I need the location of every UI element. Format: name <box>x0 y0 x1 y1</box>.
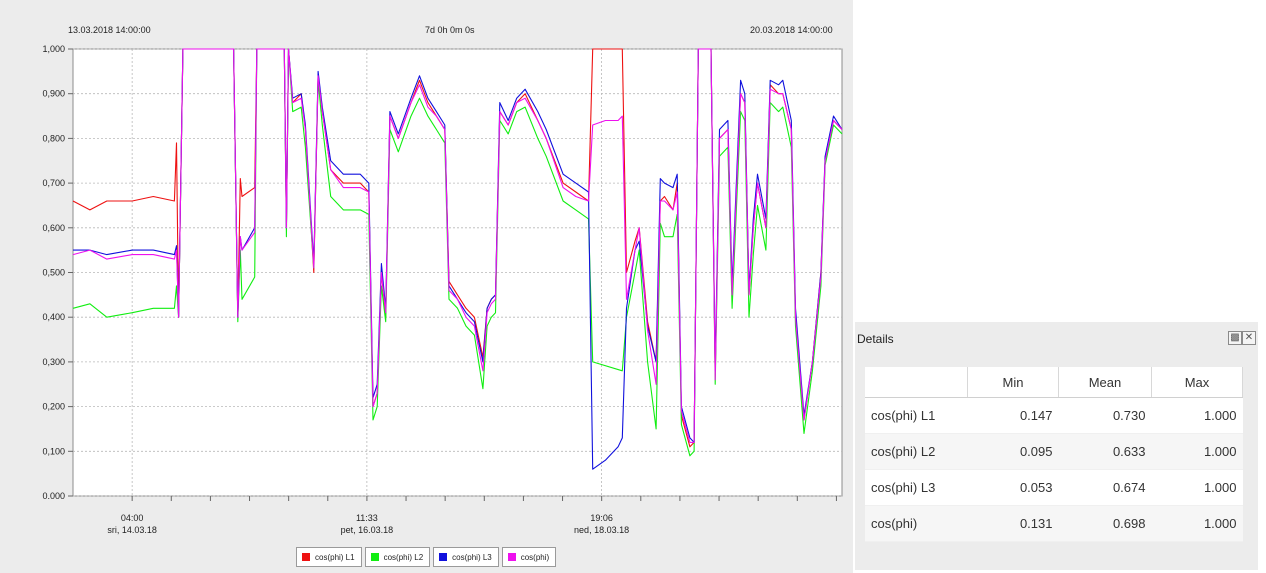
row-min: 0.053 <box>967 469 1059 506</box>
range-end-label: 20.03.2018 14:00:00 <box>750 25 833 35</box>
x-tick-label-time: 11:33 <box>356 513 378 523</box>
legend-swatch-l3 <box>439 553 448 561</box>
table-row[interactable]: cos(phi) 0.131 0.698 1.000 <box>865 505 1243 542</box>
y-tick-label: 0,700 <box>42 178 65 188</box>
range-start-label: 13.03.2018 14:00:00 <box>68 25 151 35</box>
legend-label-l3: cos(phi) L3 <box>452 552 492 562</box>
series-line-3 <box>72 48 843 443</box>
y-tick-label: 0,800 <box>42 133 65 143</box>
y-tick-label: 0,600 <box>42 223 65 233</box>
legend-label-l2: cos(phi) L2 <box>383 552 424 562</box>
legend-label-l1: cos(phi) L1 <box>315 552 355 562</box>
row-max: 1.000 <box>1151 433 1243 470</box>
row-mean: 0.698 <box>1058 505 1152 542</box>
row-min: 0.147 <box>967 397 1059 434</box>
details-table: Min Mean Max cos(phi) L1 0.147 0.730 1.0… <box>865 367 1244 542</box>
y-tick-label: 0,500 <box>42 268 65 278</box>
y-tick-label: 0,300 <box>42 357 65 367</box>
details-panel: Details ▩ ✕ Min Mean Max cos(phi) L1 0.1… <box>855 322 1258 570</box>
legend-item-cosphi[interactable]: cos(phi) <box>501 547 557 567</box>
x-tick-label-time: 04:00 <box>121 513 144 523</box>
x-tick-label-date: sri, 14.03.18 <box>107 525 157 535</box>
legend-swatch-l1 <box>302 553 310 561</box>
cosphi-line-chart[interactable]: 0.000 0,100 0,200 0,300 0,400 0,500 0,600 0,700… <box>0 0 853 573</box>
float-window-button[interactable]: ▩ <box>1228 331 1242 345</box>
chart-legend: cos(phi) L1 cos(phi) L2 cos(phi) L3 cos(… <box>296 547 557 567</box>
y-tick-label: 0,200 <box>42 402 65 412</box>
y-tick-label: 0,400 <box>42 312 65 322</box>
range-duration-label: 7d 0h 0m 0s <box>425 25 475 35</box>
row-min: 0.131 <box>967 505 1059 542</box>
column-header-min: Min <box>967 367 1059 398</box>
row-name: cos(phi) L2 <box>865 433 968 470</box>
legend-swatch-cosphi <box>507 553 516 561</box>
row-name: cos(phi) L1 <box>865 397 968 434</box>
y-tick-label: 0,900 <box>42 89 65 99</box>
column-header-mean: Mean <box>1058 367 1152 398</box>
legend-swatch-l2 <box>370 553 379 561</box>
row-mean: 0.633 <box>1058 433 1152 470</box>
row-mean: 0.674 <box>1058 469 1152 506</box>
chart-panel: 0.000 0,100 0,200 0,300 0,400 0,500 0,600 0,700… <box>0 0 853 573</box>
y-tick-label: 1,000 <box>42 44 65 54</box>
y-tick-label: 0.000 <box>42 491 65 501</box>
column-header-max: Max <box>1151 367 1244 398</box>
table-row[interactable]: cos(phi) L3 0.053 0.674 1.000 <box>865 469 1243 506</box>
details-header-row: Min Mean Max <box>865 367 1244 398</box>
x-tick-label-date: ned, 18.03.18 <box>574 525 629 535</box>
row-min: 0.095 <box>967 433 1059 470</box>
row-max: 1.000 <box>1151 469 1243 506</box>
x-tick-label-date: pet, 16.03.18 <box>341 525 394 535</box>
legend-item-l1[interactable]: cos(phi) L1 <box>296 547 362 567</box>
row-name: cos(phi) L3 <box>865 469 968 506</box>
table-row[interactable]: cos(phi) L2 0.095 0.633 1.000 <box>865 433 1243 470</box>
row-name: cos(phi) <box>865 505 968 542</box>
legend-item-l3[interactable]: cos(phi) L3 <box>433 547 499 567</box>
legend-label-cosphi: cos(phi) <box>520 552 550 562</box>
row-mean: 0.730 <box>1058 397 1152 434</box>
row-max: 1.000 <box>1151 397 1243 434</box>
y-tick-label: 0,100 <box>42 446 65 456</box>
close-window-button[interactable]: ✕ <box>1242 331 1256 345</box>
details-title: Details <box>857 332 894 346</box>
column-header-name <box>865 367 968 398</box>
x-tick-label-time: 19:06 <box>590 513 613 523</box>
table-row[interactable]: cos(phi) L1 0.147 0.730 1.000 <box>865 397 1243 434</box>
row-max: 1.000 <box>1151 505 1243 542</box>
legend-item-l2[interactable]: cos(phi) L2 <box>364 547 431 567</box>
